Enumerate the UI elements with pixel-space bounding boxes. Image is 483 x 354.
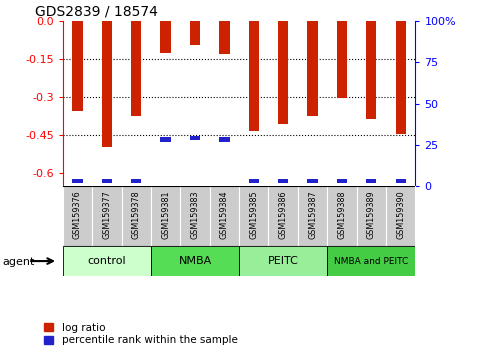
Bar bbox=[151, 246, 239, 276]
Bar bbox=[396, 21, 406, 134]
Bar bbox=[366, 21, 376, 119]
Bar bbox=[249, 21, 259, 131]
Bar bbox=[63, 186, 92, 246]
Text: GSM159378: GSM159378 bbox=[132, 190, 141, 239]
Text: control: control bbox=[87, 256, 126, 266]
Bar bbox=[239, 186, 269, 246]
Bar bbox=[160, 137, 171, 142]
Text: GSM159386: GSM159386 bbox=[279, 190, 288, 239]
Legend: log ratio, percentile rank within the sample: log ratio, percentile rank within the sa… bbox=[44, 322, 238, 345]
Bar bbox=[337, 21, 347, 98]
Bar bbox=[160, 21, 171, 53]
Bar bbox=[327, 186, 356, 246]
Text: GSM159376: GSM159376 bbox=[73, 190, 82, 239]
Bar bbox=[396, 179, 406, 183]
Bar bbox=[278, 179, 288, 183]
Text: GDS2839 / 18574: GDS2839 / 18574 bbox=[35, 5, 157, 19]
Bar bbox=[327, 246, 415, 276]
Bar bbox=[298, 186, 327, 246]
Bar bbox=[269, 186, 298, 246]
Bar bbox=[131, 21, 142, 116]
Text: GSM159388: GSM159388 bbox=[338, 190, 346, 239]
Bar bbox=[151, 186, 180, 246]
Text: GSM159387: GSM159387 bbox=[308, 190, 317, 239]
Bar bbox=[92, 186, 122, 246]
Bar bbox=[337, 179, 347, 183]
Bar bbox=[131, 179, 142, 183]
Bar bbox=[307, 21, 318, 116]
Bar bbox=[386, 186, 415, 246]
Bar bbox=[180, 186, 210, 246]
Text: PEITC: PEITC bbox=[268, 256, 298, 266]
Text: NMBA and PEITC: NMBA and PEITC bbox=[334, 257, 409, 266]
Bar bbox=[219, 137, 229, 142]
Text: GSM159381: GSM159381 bbox=[161, 190, 170, 239]
Bar bbox=[249, 179, 259, 183]
Text: GSM159385: GSM159385 bbox=[249, 190, 258, 239]
Bar bbox=[239, 246, 327, 276]
Text: GSM159377: GSM159377 bbox=[102, 190, 112, 239]
Bar bbox=[366, 179, 376, 183]
Bar bbox=[63, 246, 151, 276]
Bar bbox=[102, 179, 112, 183]
Text: GSM159384: GSM159384 bbox=[220, 190, 229, 239]
Bar bbox=[219, 21, 229, 54]
Text: agent: agent bbox=[2, 257, 35, 267]
Bar bbox=[72, 21, 83, 111]
Bar bbox=[307, 179, 318, 183]
Text: GSM159390: GSM159390 bbox=[396, 190, 405, 239]
Bar bbox=[190, 21, 200, 45]
Text: NMBA: NMBA bbox=[178, 256, 212, 266]
Bar bbox=[356, 186, 386, 246]
Bar bbox=[190, 136, 200, 141]
Bar bbox=[72, 179, 83, 183]
Text: GSM159389: GSM159389 bbox=[367, 190, 376, 239]
Text: GSM159383: GSM159383 bbox=[190, 190, 199, 239]
Bar bbox=[278, 21, 288, 124]
Bar bbox=[102, 21, 112, 147]
Bar bbox=[210, 186, 239, 246]
Bar bbox=[122, 186, 151, 246]
